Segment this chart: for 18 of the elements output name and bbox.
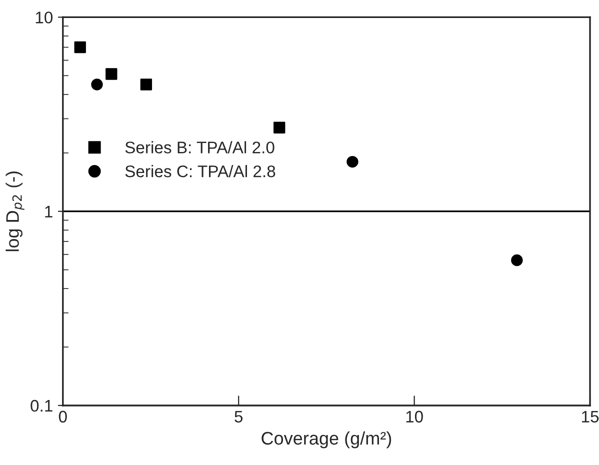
x-tick-label: 10 <box>406 410 423 423</box>
legend-label: Series B: TPA/Al 2.0 <box>125 141 274 154</box>
point <box>74 41 86 54</box>
point <box>106 68 118 80</box>
point <box>91 78 103 90</box>
y-tick-label: 0.1 <box>30 400 52 412</box>
point <box>274 122 286 134</box>
point <box>511 254 523 266</box>
point <box>346 156 358 168</box>
x-tick-label: 5 <box>234 410 243 423</box>
y-axis-title: log D$_{p2}$ (-) <box>6 172 24 252</box>
x-tick-label: 0 <box>58 410 67 423</box>
legend-label: Series C: TPA/Al 2.8 <box>125 165 276 178</box>
y-tick-label: 1 <box>45 206 52 218</box>
x-axis-title: Coverage (g/m²) <box>262 431 392 448</box>
x-tick-label: 15 <box>582 410 599 423</box>
point <box>140 78 152 90</box>
y-tick-label: 10 <box>36 12 53 24</box>
